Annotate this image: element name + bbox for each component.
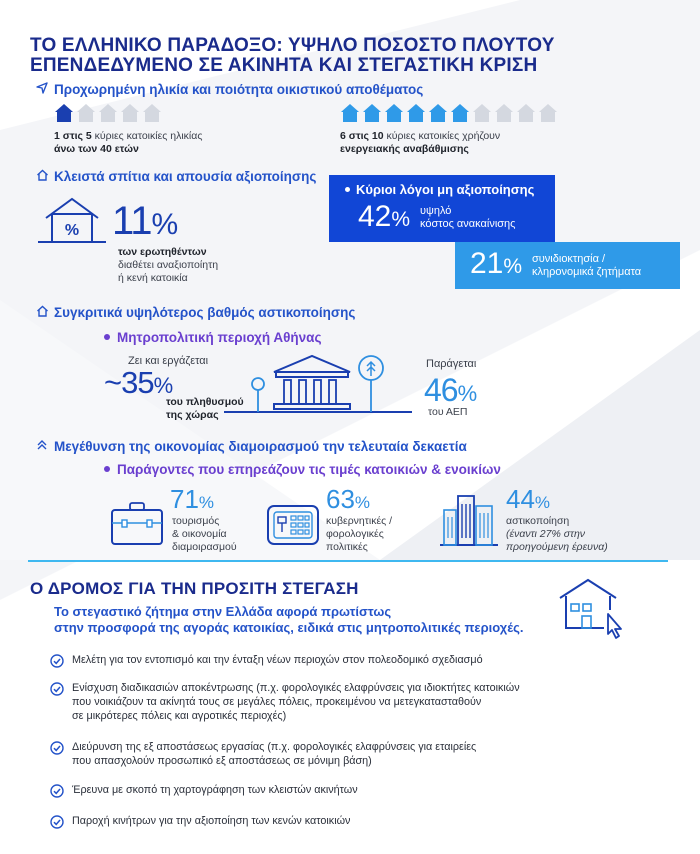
road-measure-line: Έρευνα με σκοπό τη χαρτογράφηση των κλει…	[72, 784, 358, 796]
factor2-value: 63%	[326, 484, 371, 514]
section-divider	[28, 560, 668, 562]
house-empty-icon	[77, 104, 95, 122]
house-rating-6-of-10	[340, 103, 558, 123]
stat-energy-text: 6 στις 10 κύριες κατοικίες χρήζουν ενεργ…	[340, 130, 501, 155]
house-rating-1-of-5	[54, 103, 162, 123]
house-empty-icon	[495, 104, 513, 122]
reason-box-2-bleed	[455, 242, 555, 289]
section-urban-heading: Συγκριτικά υψηλότερος βαθμός αστικοποίησ…	[34, 305, 355, 320]
road-measure-line: που απασχολούν προσωπικό εξ αποστάσεως σ…	[72, 755, 372, 768]
paper-plane-icon	[34, 82, 50, 97]
road-measure-item: Παροχή κινήτρων για την αξιοποίηση των κ…	[50, 814, 670, 834]
stat-age-text: 1 στις 5 κύριες κατοικίες ηλικίας άνω τω…	[54, 130, 203, 155]
section-age-heading: Προχωρημένη ηλικία και ποιότητα οικιστικ…	[34, 82, 423, 97]
factor1-value: 71%	[170, 484, 215, 514]
factor3-value: 44%	[506, 484, 551, 514]
check-circle-icon	[50, 784, 64, 803]
house-click-icon	[559, 578, 622, 639]
page-title: ΤΟ ΕΛΛΗΝΙΚΟ ΠΑΡΑΔΟΞΟ: ΥΨΗΛΟ ΠΟΣΟΣΤΟ ΠΛΟΥ…	[30, 35, 555, 76]
road-measure-item: Ενίσχυση διαδικασιών αποκέντρωσης (π.χ. …	[50, 681, 670, 724]
road-measure-line: Μελέτη για τον εντοπισμό και την ένταξη …	[72, 654, 483, 666]
house-filled-icon	[385, 104, 403, 122]
urban-left-value: ~35%	[104, 365, 173, 400]
house-filled-icon	[451, 104, 469, 122]
factor3-text: αστικοποίηση (έναντι 27% στην προηγούμεν…	[506, 515, 608, 553]
check-circle-icon	[50, 815, 64, 834]
reason2-text: συνιδιοκτησία / κληρονομικά ζητήματα	[532, 253, 642, 278]
urban-left-top: Ζει και εργάζεται	[128, 355, 209, 367]
road-measure-line: που νοικιάζουν τα ακίνητά τους σε μεγάλε…	[72, 696, 482, 709]
suitcase-icon	[111, 502, 163, 545]
road-intro: Το στεγαστικό ζήτημα στην Ελλάδα αφορά π…	[54, 604, 524, 635]
reason1-text: υψηλό κόστος ανακαίνισης	[420, 205, 516, 230]
factor2-text: κυβερνητικές / φορολογικές πολιτικές	[326, 515, 393, 553]
reasons-title: Κύριοι λόγοι μη αξιοποίησης	[345, 182, 534, 197]
house-filled-icon	[55, 104, 73, 122]
road-measure-line: Παροχή κινήτρων για την αξιοποίηση των κ…	[72, 815, 351, 827]
urban-right-value: 46%	[424, 372, 477, 408]
urban-left-text: του πληθυσμού της χώρας	[166, 396, 244, 421]
house-filled-icon	[407, 104, 425, 122]
closed-main-text: των ερωτηθέντων διαθέτει αναξιοποίητη ή …	[118, 246, 219, 284]
house-filled-icon	[341, 104, 359, 122]
check-circle-icon	[50, 741, 64, 760]
city-government-building-icon	[224, 354, 412, 413]
reason2-value: 21%	[470, 247, 523, 280]
house-outline-icon	[34, 169, 50, 184]
house-percent-icon: %	[38, 197, 106, 243]
check-circle-icon	[50, 682, 64, 701]
double-chevron-up-icon	[34, 439, 50, 454]
road-measure-item: Έρευνα με σκοπό τη χαρτογράφηση των κλει…	[50, 783, 670, 803]
house-empty-icon	[539, 104, 557, 122]
buildings-icon	[440, 495, 498, 546]
section-closed-heading: Κλειστά σπίτια και απουσία αξιοποίησης	[34, 169, 316, 184]
house-empty-icon	[99, 104, 117, 122]
road-measure-line: Ενίσχυση διαδικασιών αποκέντρωσης (π.χ. …	[72, 682, 520, 694]
section-sharing-subheading: Παράγοντες που επηρεάζουν τις τιμές κατο…	[104, 462, 501, 477]
house-filled-icon	[429, 104, 447, 122]
section-sharing-heading: Μεγέθυνση της οικονομίας διαμοιρασμού τη…	[34, 439, 467, 454]
road-measure-item: Μελέτη για τον εντοπισμό και την ένταξη …	[50, 653, 670, 673]
house-empty-icon	[517, 104, 535, 122]
check-circle-icon	[50, 654, 64, 673]
house-empty-icon	[121, 104, 139, 122]
road-measure-item: Διεύρυνση της εξ αποστάσεως εργασίας (π.…	[50, 740, 670, 768]
house-up-icon	[34, 305, 50, 320]
section-urban-subheading: Μητροπολιτική περιοχή Αθήνας	[104, 330, 322, 345]
closed-main-value: 11%	[112, 199, 178, 243]
calculator-device-icon	[267, 505, 319, 545]
road-measure-line: Διεύρυνση της εξ αποστάσεως εργασίας (π.…	[72, 741, 477, 753]
house-empty-icon	[473, 104, 491, 122]
factor1-text: τουρισμός & οικονομία διαμοιρασμού	[172, 515, 237, 553]
road-measure-line: σε μικρότερες πόλεις και αγροτικές περιο…	[72, 710, 287, 723]
reason1-value: 42%	[358, 200, 411, 233]
svg-text:%: %	[65, 222, 79, 239]
road-title: Ο ΔΡΟΜΟΣ ΓΙΑ ΤΗΝ ΠΡΟΣΙΤΗ ΣΤΕΓΑΣΗ	[30, 579, 359, 598]
urban-right-text: του ΑΕΠ	[428, 406, 468, 418]
urban-right-top: Παράγεται	[426, 358, 477, 370]
house-empty-icon	[143, 104, 161, 122]
reason-box-1	[329, 175, 555, 242]
house-filled-icon	[363, 104, 381, 122]
